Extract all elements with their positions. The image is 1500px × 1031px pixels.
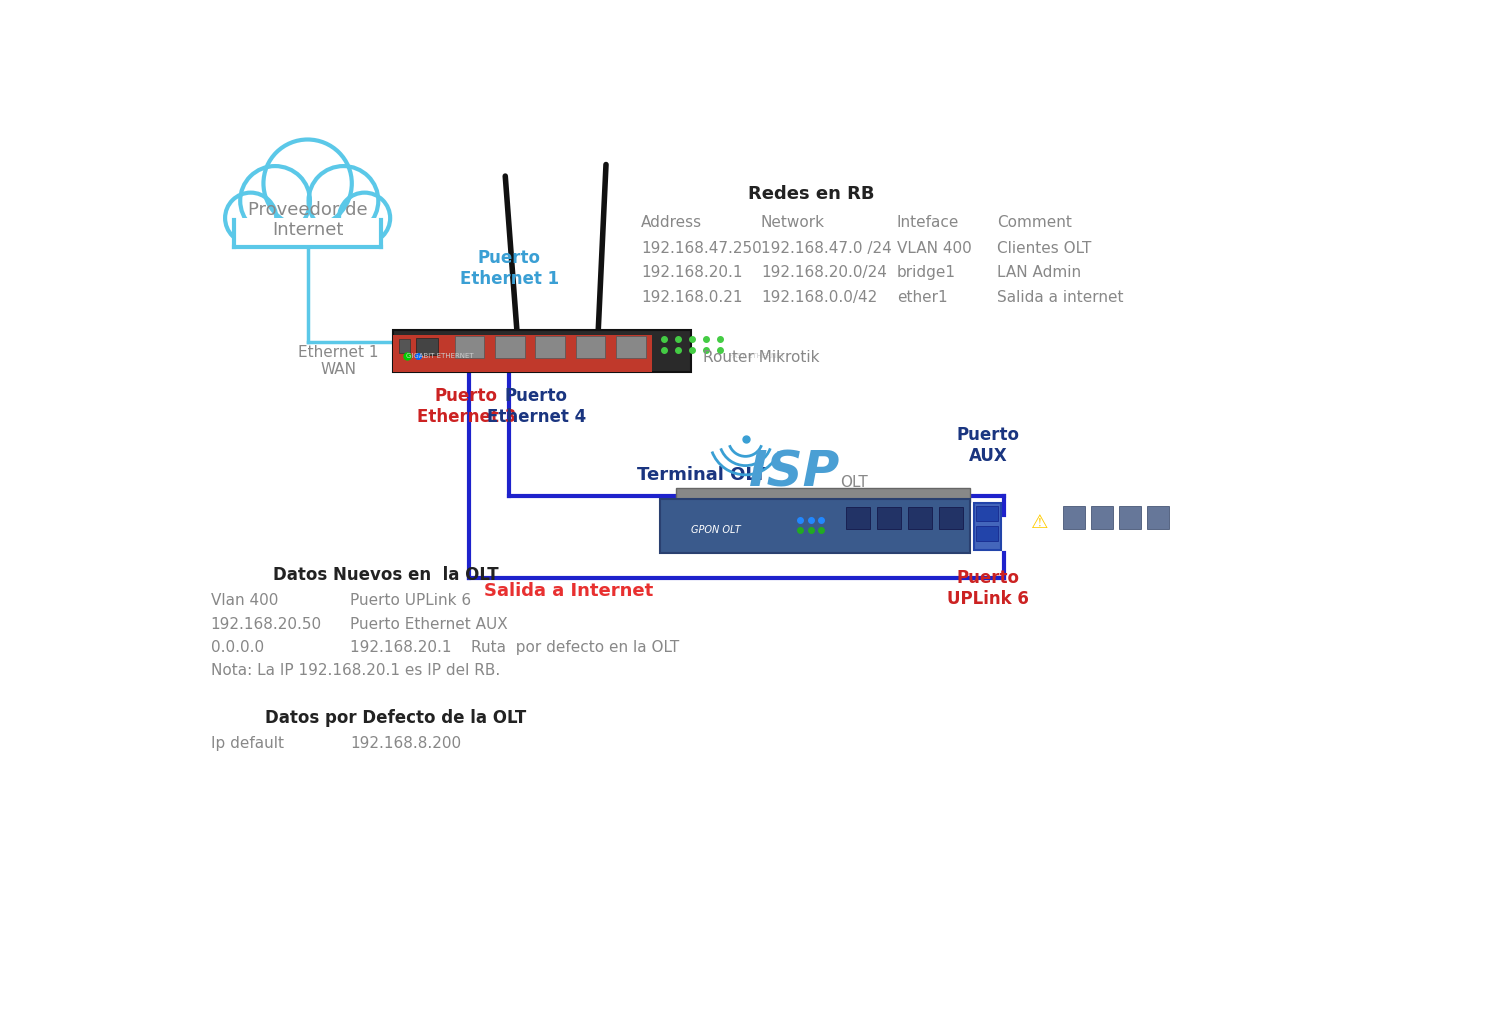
FancyBboxPatch shape <box>393 335 652 371</box>
FancyBboxPatch shape <box>399 339 410 354</box>
Text: FAST ETHERNET: FAST ETHERNET <box>729 353 784 359</box>
Text: Vlan 400: Vlan 400 <box>210 594 278 608</box>
FancyBboxPatch shape <box>660 499 970 554</box>
Text: 0.0.0.0: 0.0.0.0 <box>210 639 264 655</box>
Text: Puerto
UPLink 6: Puerto UPLink 6 <box>946 569 1029 607</box>
FancyBboxPatch shape <box>454 336 484 358</box>
Text: Ethernet 1
WAN: Ethernet 1 WAN <box>298 344 380 377</box>
Text: Comment: Comment <box>998 214 1072 230</box>
FancyBboxPatch shape <box>976 505 998 521</box>
Text: Ip default: Ip default <box>210 736 284 751</box>
Text: Salida a internet: Salida a internet <box>998 290 1124 305</box>
Circle shape <box>339 193 390 243</box>
Text: Network: Network <box>760 214 825 230</box>
Text: Router Mikrotik: Router Mikrotik <box>704 351 819 366</box>
Text: OLT: OLT <box>840 475 868 490</box>
Text: Nota: La IP 192.168.20.1 es IP del RB.: Nota: La IP 192.168.20.1 es IP del RB. <box>210 663 500 677</box>
Text: ether1: ether1 <box>897 290 948 305</box>
Text: GIGABIT ETHERNET: GIGABIT ETHERNET <box>405 353 472 359</box>
FancyBboxPatch shape <box>536 336 566 358</box>
Text: 192.168.20.1    Ruta  por defecto en la OLT: 192.168.20.1 Ruta por defecto en la OLT <box>350 639 680 655</box>
Text: VLAN 400: VLAN 400 <box>897 241 972 256</box>
Text: bridge1: bridge1 <box>897 265 956 280</box>
Text: Puerto Ethernet AUX: Puerto Ethernet AUX <box>350 617 508 632</box>
Text: Salida a Internet: Salida a Internet <box>484 581 654 600</box>
FancyBboxPatch shape <box>616 336 645 358</box>
FancyBboxPatch shape <box>675 488 970 502</box>
Text: ⚠: ⚠ <box>1032 513 1048 532</box>
FancyBboxPatch shape <box>939 507 963 529</box>
Text: 192.168.47.0 /24: 192.168.47.0 /24 <box>760 241 891 256</box>
FancyBboxPatch shape <box>1064 505 1084 529</box>
FancyBboxPatch shape <box>974 503 1002 550</box>
Text: Puerto
Ethernet 1: Puerto Ethernet 1 <box>459 248 558 288</box>
FancyBboxPatch shape <box>976 526 998 541</box>
Text: LAN Admin: LAN Admin <box>998 265 1082 280</box>
Text: ISP: ISP <box>750 448 840 497</box>
FancyBboxPatch shape <box>878 507 900 529</box>
Text: Proveedor de
Internet: Proveedor de Internet <box>248 201 368 239</box>
FancyBboxPatch shape <box>1148 505 1168 529</box>
Text: Inteface: Inteface <box>897 214 958 230</box>
Text: Terminal OLT: Terminal OLT <box>638 466 766 485</box>
Text: Puerto
AUX: Puerto AUX <box>957 426 1020 465</box>
Text: 192.168.20.1: 192.168.20.1 <box>640 265 742 280</box>
Circle shape <box>309 166 378 235</box>
Text: Puerto
Ethernet 4: Puerto Ethernet 4 <box>486 387 586 426</box>
FancyBboxPatch shape <box>908 507 932 529</box>
Text: Address: Address <box>640 214 702 230</box>
Text: Puerto UPLink 6: Puerto UPLink 6 <box>350 594 471 608</box>
Text: 192.168.47.250: 192.168.47.250 <box>640 241 762 256</box>
Circle shape <box>225 193 276 243</box>
Text: Datos por Defecto de la OLT: Datos por Defecto de la OLT <box>266 709 526 727</box>
Text: 192.168.0.21: 192.168.0.21 <box>640 290 742 305</box>
FancyBboxPatch shape <box>1090 505 1113 529</box>
Text: 192.168.0.0/42: 192.168.0.0/42 <box>760 290 878 305</box>
FancyBboxPatch shape <box>234 218 381 246</box>
Text: 192.168.8.200: 192.168.8.200 <box>350 736 462 751</box>
FancyBboxPatch shape <box>846 507 870 529</box>
Text: Clientes OLT: Clientes OLT <box>998 241 1092 256</box>
Text: Puerto
Ethernet 3: Puerto Ethernet 3 <box>417 387 516 426</box>
FancyBboxPatch shape <box>1119 505 1140 529</box>
FancyBboxPatch shape <box>393 330 692 371</box>
Text: Datos Nuevos en  la OLT: Datos Nuevos en la OLT <box>273 566 498 585</box>
Text: 192.168.20.50: 192.168.20.50 <box>210 617 322 632</box>
FancyBboxPatch shape <box>576 336 604 358</box>
Circle shape <box>264 139 352 227</box>
Circle shape <box>240 166 310 235</box>
Text: GPON OLT: GPON OLT <box>692 525 741 535</box>
Text: Redes en RB: Redes en RB <box>748 186 874 203</box>
FancyBboxPatch shape <box>495 336 525 358</box>
Text: 192.168.20.0/24: 192.168.20.0/24 <box>760 265 886 280</box>
FancyBboxPatch shape <box>416 338 438 355</box>
